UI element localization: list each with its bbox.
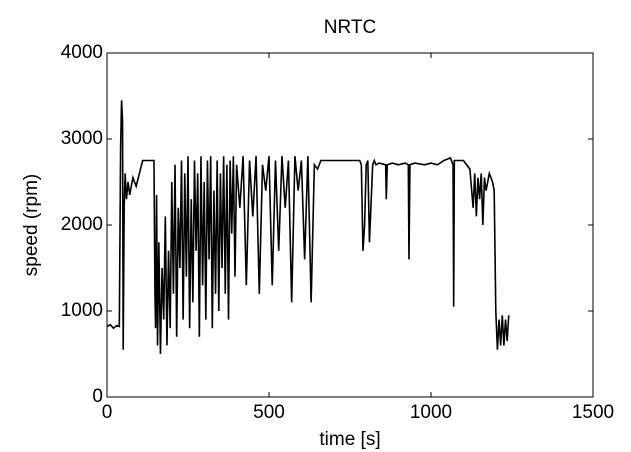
data-line [106,100,510,355]
x-tick-label: 1500 [572,402,614,423]
y-tick-label: 0 [92,386,103,407]
y-tick-label: 1000 [61,300,103,321]
x-tick-label: 500 [253,402,285,423]
y-tick-label: 3000 [61,128,103,149]
y-tick-label: 4000 [61,42,103,63]
x-tick-label: 0 [102,402,113,423]
y-tick-label: 2000 [61,214,103,235]
y-axis-label: speed (rpm) [21,174,42,276]
x-axis-label: time [s] [319,429,380,450]
chart-title: NRTC [324,17,376,38]
x-tick-label: 1000 [410,402,452,423]
